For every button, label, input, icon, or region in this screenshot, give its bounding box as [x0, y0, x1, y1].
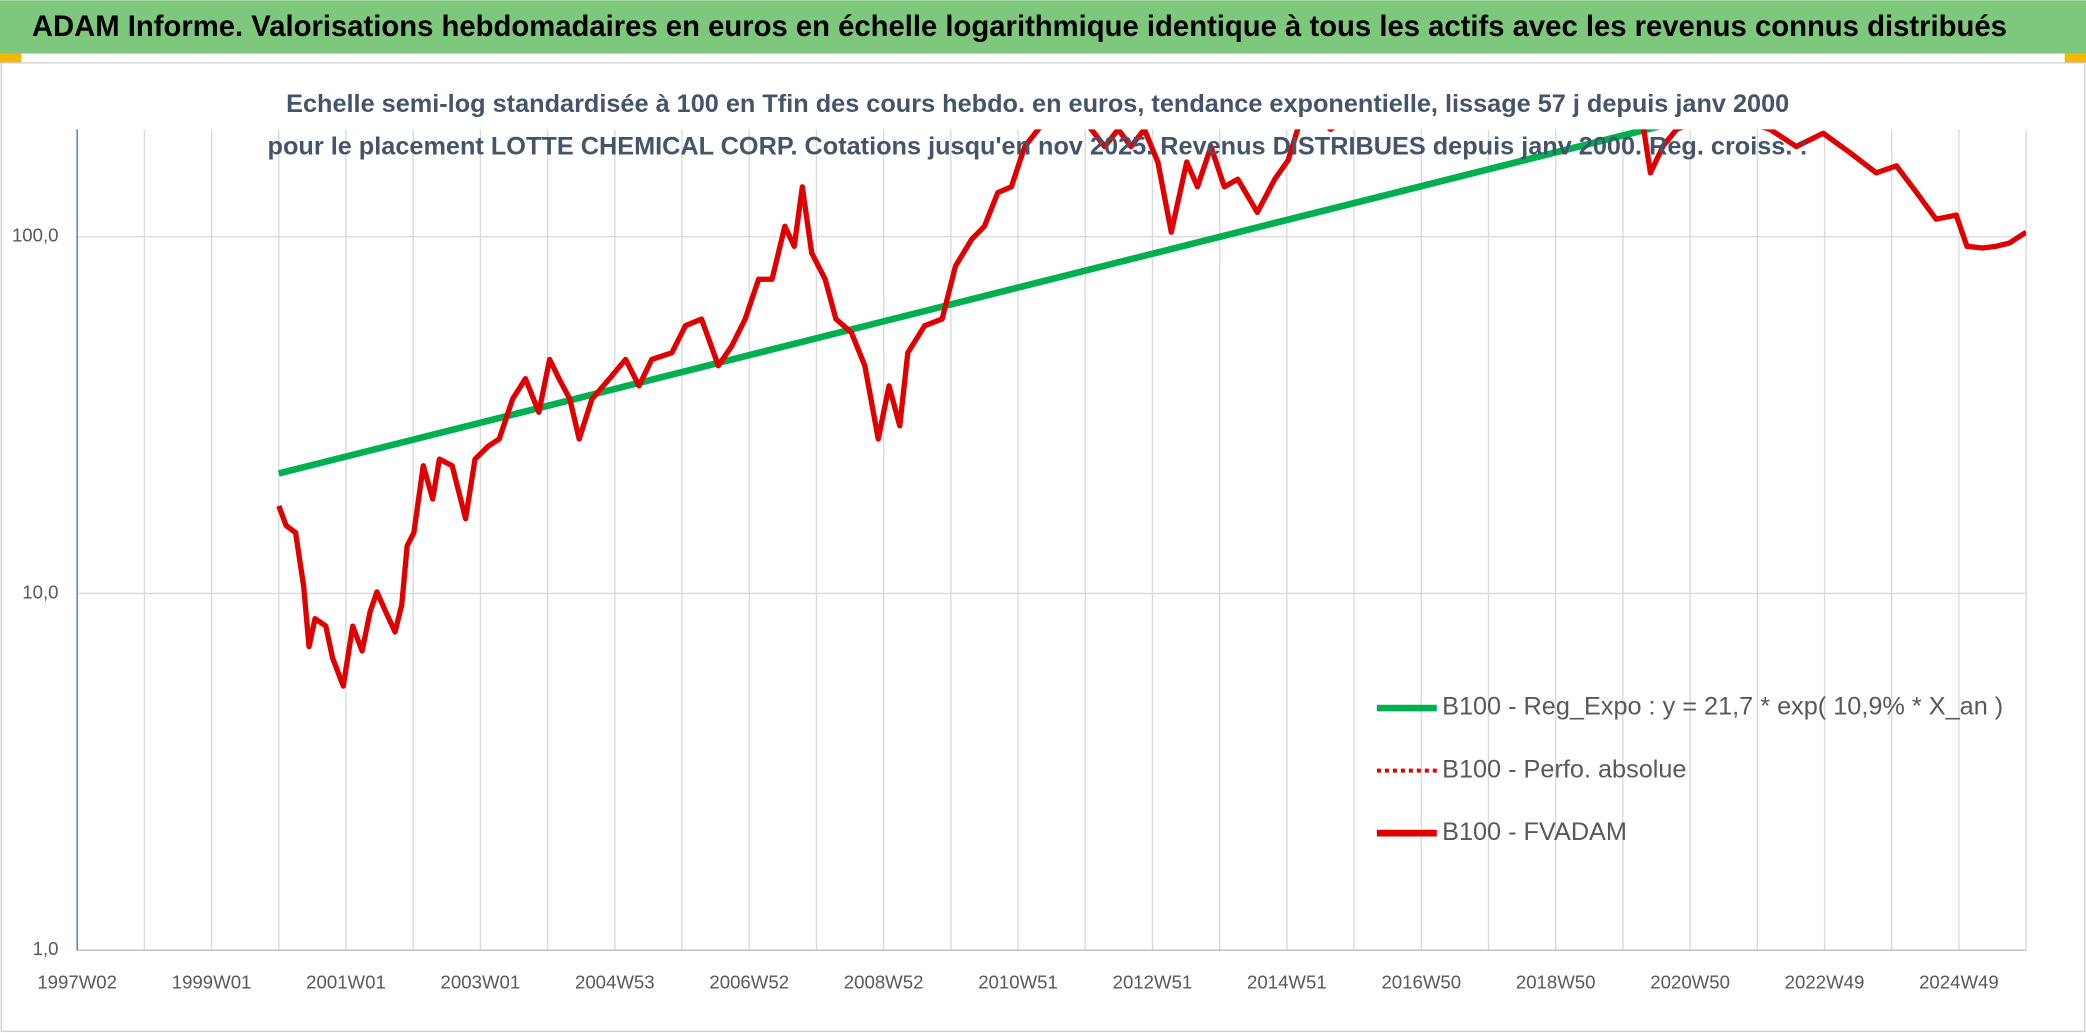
- y-tick-label: 1,0: [33, 938, 59, 959]
- x-tick-label: 1997W02: [37, 971, 117, 992]
- legend-label: B100 - FVADAM: [1442, 818, 1627, 846]
- series-line: [276, 129, 2027, 689]
- x-tick-label: 2016W50: [1381, 971, 1461, 992]
- x-tick-label: 2010W51: [978, 971, 1058, 992]
- x-tick-label: 2012W51: [1113, 971, 1193, 992]
- chart-subtitle: Echelle semi-log standardisée à 100 en T…: [267, 90, 1808, 177]
- page-title: ADAM Informe. Valorisations hebdomadaire…: [32, 11, 2007, 43]
- legend-label: B100 - Reg_Expo : y = 21,7 * exp( 10,9% …: [1442, 693, 2003, 721]
- x-tick-label: 1999W01: [172, 971, 252, 992]
- x-tick-label: 2018W50: [1516, 971, 1596, 992]
- x-tick-label: 2024W49: [1919, 971, 1999, 992]
- corner: [2064, 53, 2086, 63]
- y-tick-label: 10,0: [22, 581, 58, 602]
- x-tick-label: 2022W49: [1785, 971, 1865, 992]
- x-tick-label: 2014W51: [1247, 971, 1327, 992]
- x-tick-label: 2008W52: [844, 971, 924, 992]
- subtitle-box: Echelle semi-log standardisée à 100 en T…: [267, 90, 1808, 177]
- legend-label: B100 - Perfo. absolue: [1442, 755, 1686, 783]
- x-tick-label: 2020W50: [1650, 971, 1730, 992]
- frame: [0, 62, 2086, 1033]
- x-tick-label: 2003W01: [441, 971, 521, 992]
- x-tick-label: 2004W53: [575, 971, 655, 992]
- x-tick-label: 2001W01: [306, 971, 386, 992]
- y-tick-label: 100,0: [12, 225, 59, 246]
- x-tick-label: 2006W52: [709, 971, 789, 992]
- header-bar: [0, 0, 2086, 54]
- corner: [0, 53, 22, 63]
